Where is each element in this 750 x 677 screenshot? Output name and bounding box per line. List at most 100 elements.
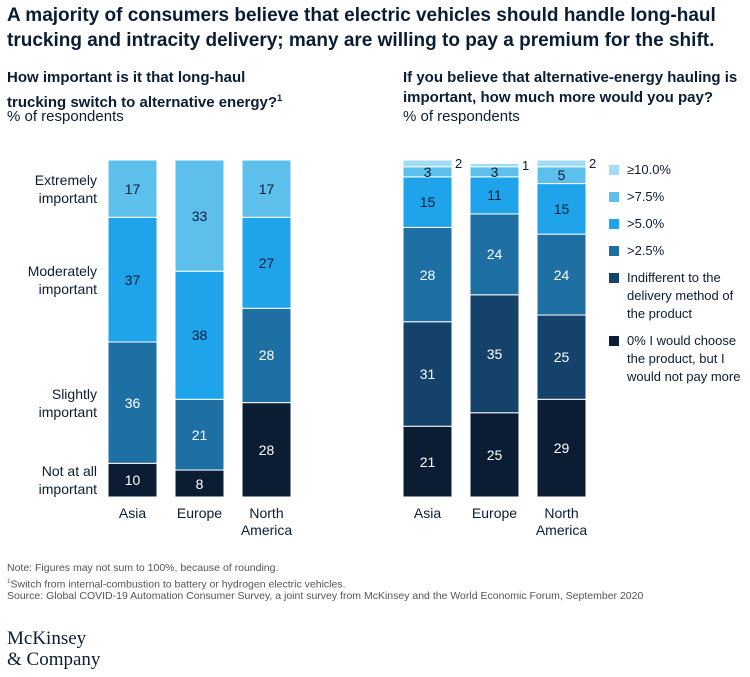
legend-label: >5.0% — [627, 216, 665, 231]
bar-segment — [402, 226, 453, 323]
logo-line: McKinsey — [7, 628, 87, 649]
legend-label: >7.5% — [627, 189, 665, 204]
value-label: 5 — [557, 167, 566, 184]
legend-label: Indifferent to the delivery method of th… — [627, 270, 734, 321]
category-label: North America — [240, 505, 293, 538]
legend-item: >5.0% — [609, 215, 741, 233]
bar-segment — [174, 398, 225, 471]
value-label: 21 — [419, 453, 436, 470]
value-label: 11 — [487, 187, 502, 204]
value-label: 27 — [258, 254, 275, 271]
bar-segment — [469, 412, 520, 498]
value-label: 35 — [486, 345, 503, 362]
bar-segment — [241, 216, 292, 309]
legend-item: ≥10.0% — [609, 161, 741, 179]
value-label: 3 — [490, 163, 499, 180]
bar-segment — [469, 176, 520, 215]
category-label: North America — [535, 505, 588, 538]
chart-title: How important is it that long-haul truck… — [7, 68, 297, 113]
value-label: 28 — [258, 441, 275, 458]
legend-label: Extremely important — [34, 171, 97, 206]
legend-label: Moderately important — [27, 262, 97, 297]
chart-subtitle: % of respondents — [403, 108, 520, 125]
legend-swatch — [609, 246, 619, 256]
bar-segment — [469, 162, 520, 168]
bar-segment — [107, 341, 158, 464]
title-note: 1 — [277, 93, 283, 103]
value-label: 1 — [522, 158, 530, 174]
bar-segment — [536, 314, 587, 400]
value-label: 2 — [455, 156, 463, 172]
value-label: 36 — [124, 394, 141, 411]
bar-segment — [402, 425, 453, 498]
footnote-text: Switch from internal-combustion to batte… — [10, 578, 346, 591]
bar-segment — [469, 294, 520, 414]
value-label: 17 — [124, 180, 141, 197]
category-label: Asia — [118, 505, 147, 521]
value-label: 21 — [191, 426, 208, 443]
legend-label: Slightly important — [38, 385, 97, 420]
bar-segment — [241, 402, 292, 498]
value-label: 25 — [553, 349, 570, 366]
value-label: 28 — [258, 347, 275, 364]
bar-segment — [174, 159, 225, 272]
bar-segment — [536, 233, 587, 316]
legend-label: ≥10.0% — [627, 162, 671, 177]
value-label: 28 — [419, 266, 436, 283]
value-label: 33 — [191, 207, 208, 224]
bar-segment — [536, 159, 587, 168]
logo: McKinsey & Company — [7, 628, 100, 670]
value-label: 31 — [419, 365, 436, 382]
value-label: 15 — [553, 200, 570, 217]
value-label: 15 — [419, 194, 436, 211]
source: Source: Global COVID-19 Automation Consu… — [7, 590, 644, 602]
legend-label: Not at all important — [38, 463, 97, 498]
legend-item: >7.5% — [609, 188, 741, 206]
footnote: 1Switch from internal-combustion to batt… — [7, 575, 346, 592]
bar-segment — [174, 270, 225, 400]
bar-segment — [241, 159, 292, 218]
value-label: 8 — [195, 475, 204, 492]
legend: ≥10.0% >7.5% >5.0% >2.5% Indifferent to the … — [609, 161, 741, 395]
bar-segment — [107, 462, 158, 498]
value-label: 38 — [191, 327, 208, 344]
chart-title: If you believe that alternative-energy h… — [403, 68, 738, 108]
legend-label: 0% I would choose the product, but I wou… — [627, 333, 741, 384]
note: Note: Figures may not sum to 100%, becau… — [7, 562, 279, 574]
value-label: 25 — [486, 446, 503, 463]
bar-segment — [536, 398, 587, 498]
value-label: 24 — [486, 246, 503, 263]
legend-swatch — [609, 336, 619, 346]
category-label: Europe — [471, 505, 518, 521]
legend-swatch — [609, 165, 619, 175]
value-label: 37 — [124, 271, 141, 288]
chart-title-text: If you believe that alternative-energy h… — [403, 69, 738, 106]
value-label: 2 — [589, 156, 597, 172]
page-title: A majority of consumers believe that ele… — [7, 5, 716, 51]
bar-segment — [402, 159, 453, 168]
legend-item: Indifferent to the delivery method of th… — [609, 269, 741, 323]
legend-item: >2.5% — [609, 242, 741, 260]
chart-title-text: How important is it that long-haul truck… — [7, 69, 278, 111]
bar-segment — [536, 183, 587, 235]
bar-segment — [402, 176, 453, 228]
value-label: 17 — [258, 180, 275, 197]
category-label: Europe — [176, 505, 223, 521]
legend-label: >2.5% — [627, 243, 665, 258]
footnote-marker: 1 — [7, 578, 11, 585]
chart-subtitle: % of respondents — [7, 108, 124, 125]
legend-swatch — [609, 192, 619, 202]
value-label: 3 — [423, 163, 432, 180]
value-label: 10 — [124, 472, 141, 489]
bar-segment — [107, 159, 158, 218]
legend-swatch — [609, 219, 619, 229]
value-label: 24 — [553, 266, 570, 283]
bar-segment — [241, 307, 292, 404]
logo-line: & Company — [7, 649, 101, 670]
value-label: 29 — [553, 440, 570, 457]
bar-segment — [469, 213, 520, 296]
category-label: Asia — [413, 505, 442, 521]
legend-swatch — [609, 273, 619, 283]
